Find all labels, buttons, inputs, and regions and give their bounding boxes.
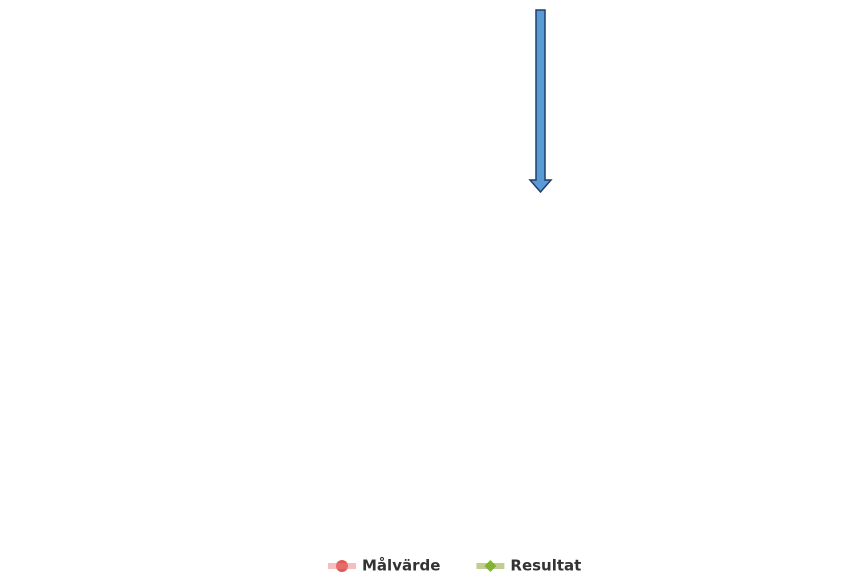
legend-swatch [328, 563, 356, 569]
legend-item: Målvärde [328, 557, 440, 575]
legend-label: Målvärde [362, 557, 440, 575]
legend-swatch [476, 563, 505, 569]
legend-label: Resultat [510, 557, 581, 575]
annotation-arrow [528, 9, 553, 194]
legend-item: Resultat [476, 557, 581, 575]
legend: Målvärde Resultat [328, 557, 581, 575]
